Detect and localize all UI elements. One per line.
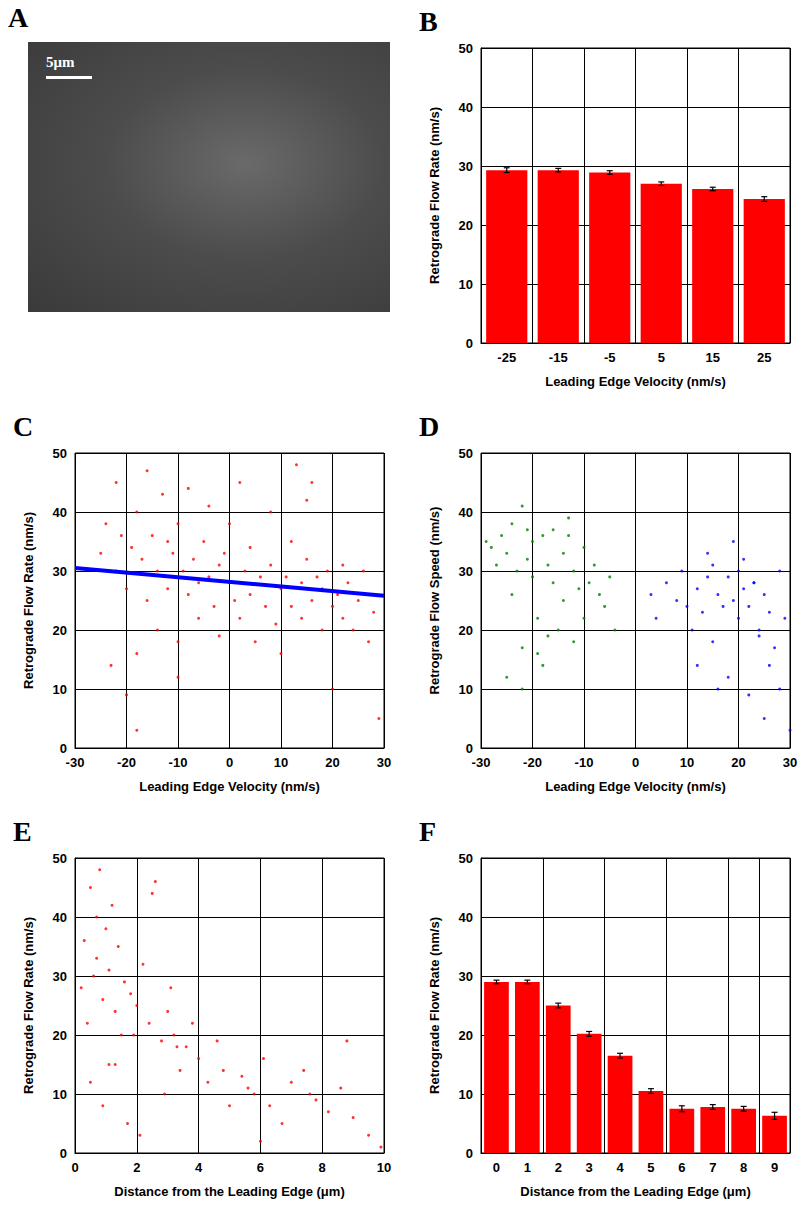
- svg-text:20: 20: [53, 1028, 67, 1043]
- svg-text:0: 0: [466, 741, 473, 756]
- svg-text:Leading Edge Velocity (nm/s): Leading Edge Velocity (nm/s): [545, 374, 726, 389]
- svg-text:5: 5: [647, 1160, 654, 1175]
- svg-text:2: 2: [133, 1160, 140, 1175]
- svg-text:6: 6: [678, 1160, 685, 1175]
- svg-text:-30: -30: [472, 755, 491, 770]
- svg-text:50: 50: [459, 41, 473, 56]
- svg-text:30: 30: [377, 755, 391, 770]
- svg-text:F: F: [419, 816, 436, 847]
- svg-text:10: 10: [680, 755, 694, 770]
- svg-text:0: 0: [466, 1146, 473, 1161]
- svg-text:10: 10: [377, 1160, 391, 1175]
- svg-text:-30: -30: [66, 755, 85, 770]
- svg-text:-20: -20: [117, 755, 136, 770]
- svg-text:0: 0: [60, 1146, 67, 1161]
- svg-text:0: 0: [71, 1160, 78, 1175]
- svg-text:0: 0: [226, 755, 233, 770]
- svg-text:-20: -20: [523, 755, 542, 770]
- svg-text:6: 6: [257, 1160, 264, 1175]
- svg-text:4: 4: [195, 1160, 203, 1175]
- svg-text:Distance from the Leading Edge: Distance from the Leading Edge (μm): [520, 1184, 750, 1199]
- svg-text:Retrograde Flow Rate (nm/s): Retrograde Flow Rate (nm/s): [21, 917, 36, 1094]
- svg-text:30: 30: [53, 564, 67, 579]
- svg-text:8: 8: [740, 1160, 747, 1175]
- svg-text:40: 40: [459, 910, 473, 925]
- svg-text:40: 40: [459, 505, 473, 520]
- svg-text:8: 8: [319, 1160, 326, 1175]
- svg-text:20: 20: [731, 755, 745, 770]
- svg-text:30: 30: [459, 564, 473, 579]
- svg-text:20: 20: [459, 218, 473, 233]
- svg-text:Retrograde Flow Rate (nm/s): Retrograde Flow Rate (nm/s): [427, 917, 442, 1094]
- svg-text:2: 2: [555, 1160, 562, 1175]
- svg-text:Retrograde Flow Rate (nm/s): Retrograde Flow Rate (nm/s): [21, 512, 36, 689]
- svg-text:30: 30: [459, 159, 473, 174]
- svg-text:D: D: [419, 411, 439, 442]
- svg-text:20: 20: [459, 623, 473, 638]
- svg-text:30: 30: [459, 969, 473, 984]
- svg-text:C: C: [13, 411, 33, 442]
- svg-text:25: 25: [757, 350, 771, 365]
- svg-text:0: 0: [632, 755, 639, 770]
- svg-text:20: 20: [459, 1028, 473, 1043]
- svg-text:0: 0: [493, 1160, 500, 1175]
- svg-text:50: 50: [459, 851, 473, 866]
- svg-text:-25: -25: [497, 350, 516, 365]
- svg-text:Leading Edge Velocity (nm/s): Leading Edge Velocity (nm/s): [545, 779, 726, 794]
- svg-text:Distance from the Leading Edge: Distance from the Leading Edge (μm): [114, 1184, 344, 1199]
- svg-text:0: 0: [466, 336, 473, 351]
- svg-text:10: 10: [459, 1087, 473, 1102]
- svg-text:50: 50: [53, 851, 67, 866]
- svg-text:B: B: [419, 6, 438, 37]
- svg-text:10: 10: [53, 682, 67, 697]
- svg-text:10: 10: [459, 277, 473, 292]
- svg-text:30: 30: [53, 969, 67, 984]
- svg-text:10: 10: [274, 755, 288, 770]
- svg-text:Leading Edge Velocity (nm/s): Leading Edge Velocity (nm/s): [139, 779, 320, 794]
- svg-text:-10: -10: [575, 755, 594, 770]
- svg-text:30: 30: [783, 755, 797, 770]
- svg-text:15: 15: [706, 350, 720, 365]
- svg-text:50: 50: [459, 446, 473, 461]
- svg-text:20: 20: [53, 623, 67, 638]
- svg-text:10: 10: [53, 1087, 67, 1102]
- svg-text:Retrograde Flow Speed (nm/s): Retrograde Flow Speed (nm/s): [427, 507, 442, 695]
- svg-text:E: E: [13, 816, 32, 847]
- svg-text:-15: -15: [549, 350, 568, 365]
- svg-text:1: 1: [524, 1160, 531, 1175]
- svg-text:10: 10: [459, 682, 473, 697]
- svg-text:3: 3: [586, 1160, 593, 1175]
- svg-text:Retrograde Flow Rate (nm/s): Retrograde Flow Rate (nm/s): [427, 107, 442, 284]
- svg-text:40: 40: [53, 505, 67, 520]
- svg-text:40: 40: [53, 910, 67, 925]
- svg-text:7: 7: [709, 1160, 716, 1175]
- svg-text:50: 50: [53, 446, 67, 461]
- svg-text:20: 20: [325, 755, 339, 770]
- svg-text:4: 4: [616, 1160, 624, 1175]
- svg-text:0: 0: [60, 741, 67, 756]
- html-text:5μm: 5μm: [46, 54, 75, 70]
- svg-text:40: 40: [459, 100, 473, 115]
- html-text:A: A: [8, 2, 29, 33]
- svg-text:-5: -5: [604, 350, 616, 365]
- svg-text:9: 9: [771, 1160, 778, 1175]
- svg-text:-10: -10: [169, 755, 188, 770]
- svg-text:5: 5: [658, 350, 665, 365]
